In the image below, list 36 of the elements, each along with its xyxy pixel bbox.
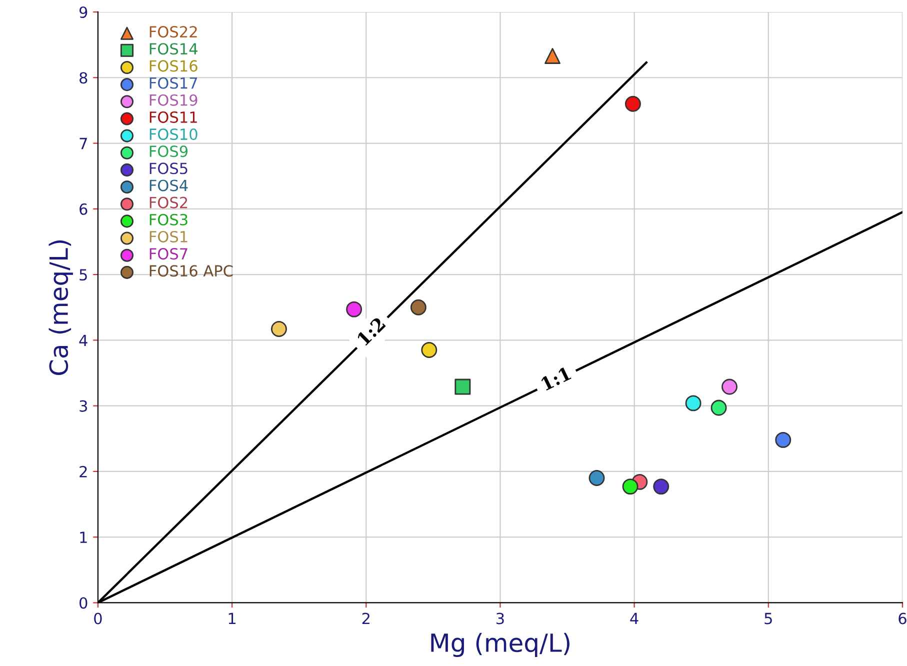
y-axis-title: Ca (meq/L) (48, 240, 73, 376)
legend-label: FOS10 (150, 128, 198, 140)
legend-label: FOS16 (150, 60, 198, 72)
y-tick-label: 2 (80, 466, 87, 478)
x-tick-label: 1 (228, 612, 236, 624)
legend-label: FOS7 (150, 248, 188, 260)
legend-label: FOS3 (150, 214, 188, 226)
x-tick-label: 6 (898, 612, 906, 624)
legend-label: FOS16 APC (150, 265, 233, 277)
x-tick-label: 4 (630, 612, 638, 624)
x-tick-label: 5 (764, 612, 772, 624)
annotation: 1:2 (356, 316, 386, 346)
x-axis-title: Mg (meq/L) (431, 632, 570, 657)
y-tick-label: 8 (80, 72, 88, 84)
y-tick-label: 5 (80, 269, 87, 281)
y-tick-label: 6 (80, 203, 88, 215)
y-tick-label: 7 (80, 138, 87, 150)
legend-label: FOS11 (150, 111, 197, 123)
legend-label: FOS5 (150, 162, 188, 174)
x-tick-label: 3 (496, 612, 504, 624)
y-tick-label: 1 (80, 532, 87, 543)
x-tick-label: 2 (362, 612, 370, 624)
legend-label: FOS14 (150, 43, 198, 55)
y-tick-label: 0 (80, 597, 88, 609)
legend-label: FOS9 (150, 146, 188, 158)
y-tick-label: 9 (79, 6, 88, 18)
legend-label: FOS19 (150, 94, 198, 106)
y-tick-label: 4 (79, 334, 88, 346)
legend-label: FOS4 (150, 180, 188, 192)
x-tick-label: 0 (94, 612, 102, 624)
legend-label: FOS1 (150, 230, 188, 242)
legend-label: FOS22 (150, 26, 197, 38)
legend-label: FOS17 (150, 77, 198, 89)
y-tick-label: 3 (80, 400, 88, 412)
annotation: 1:1 (540, 366, 572, 391)
legend-label: FOS2 (150, 196, 188, 208)
